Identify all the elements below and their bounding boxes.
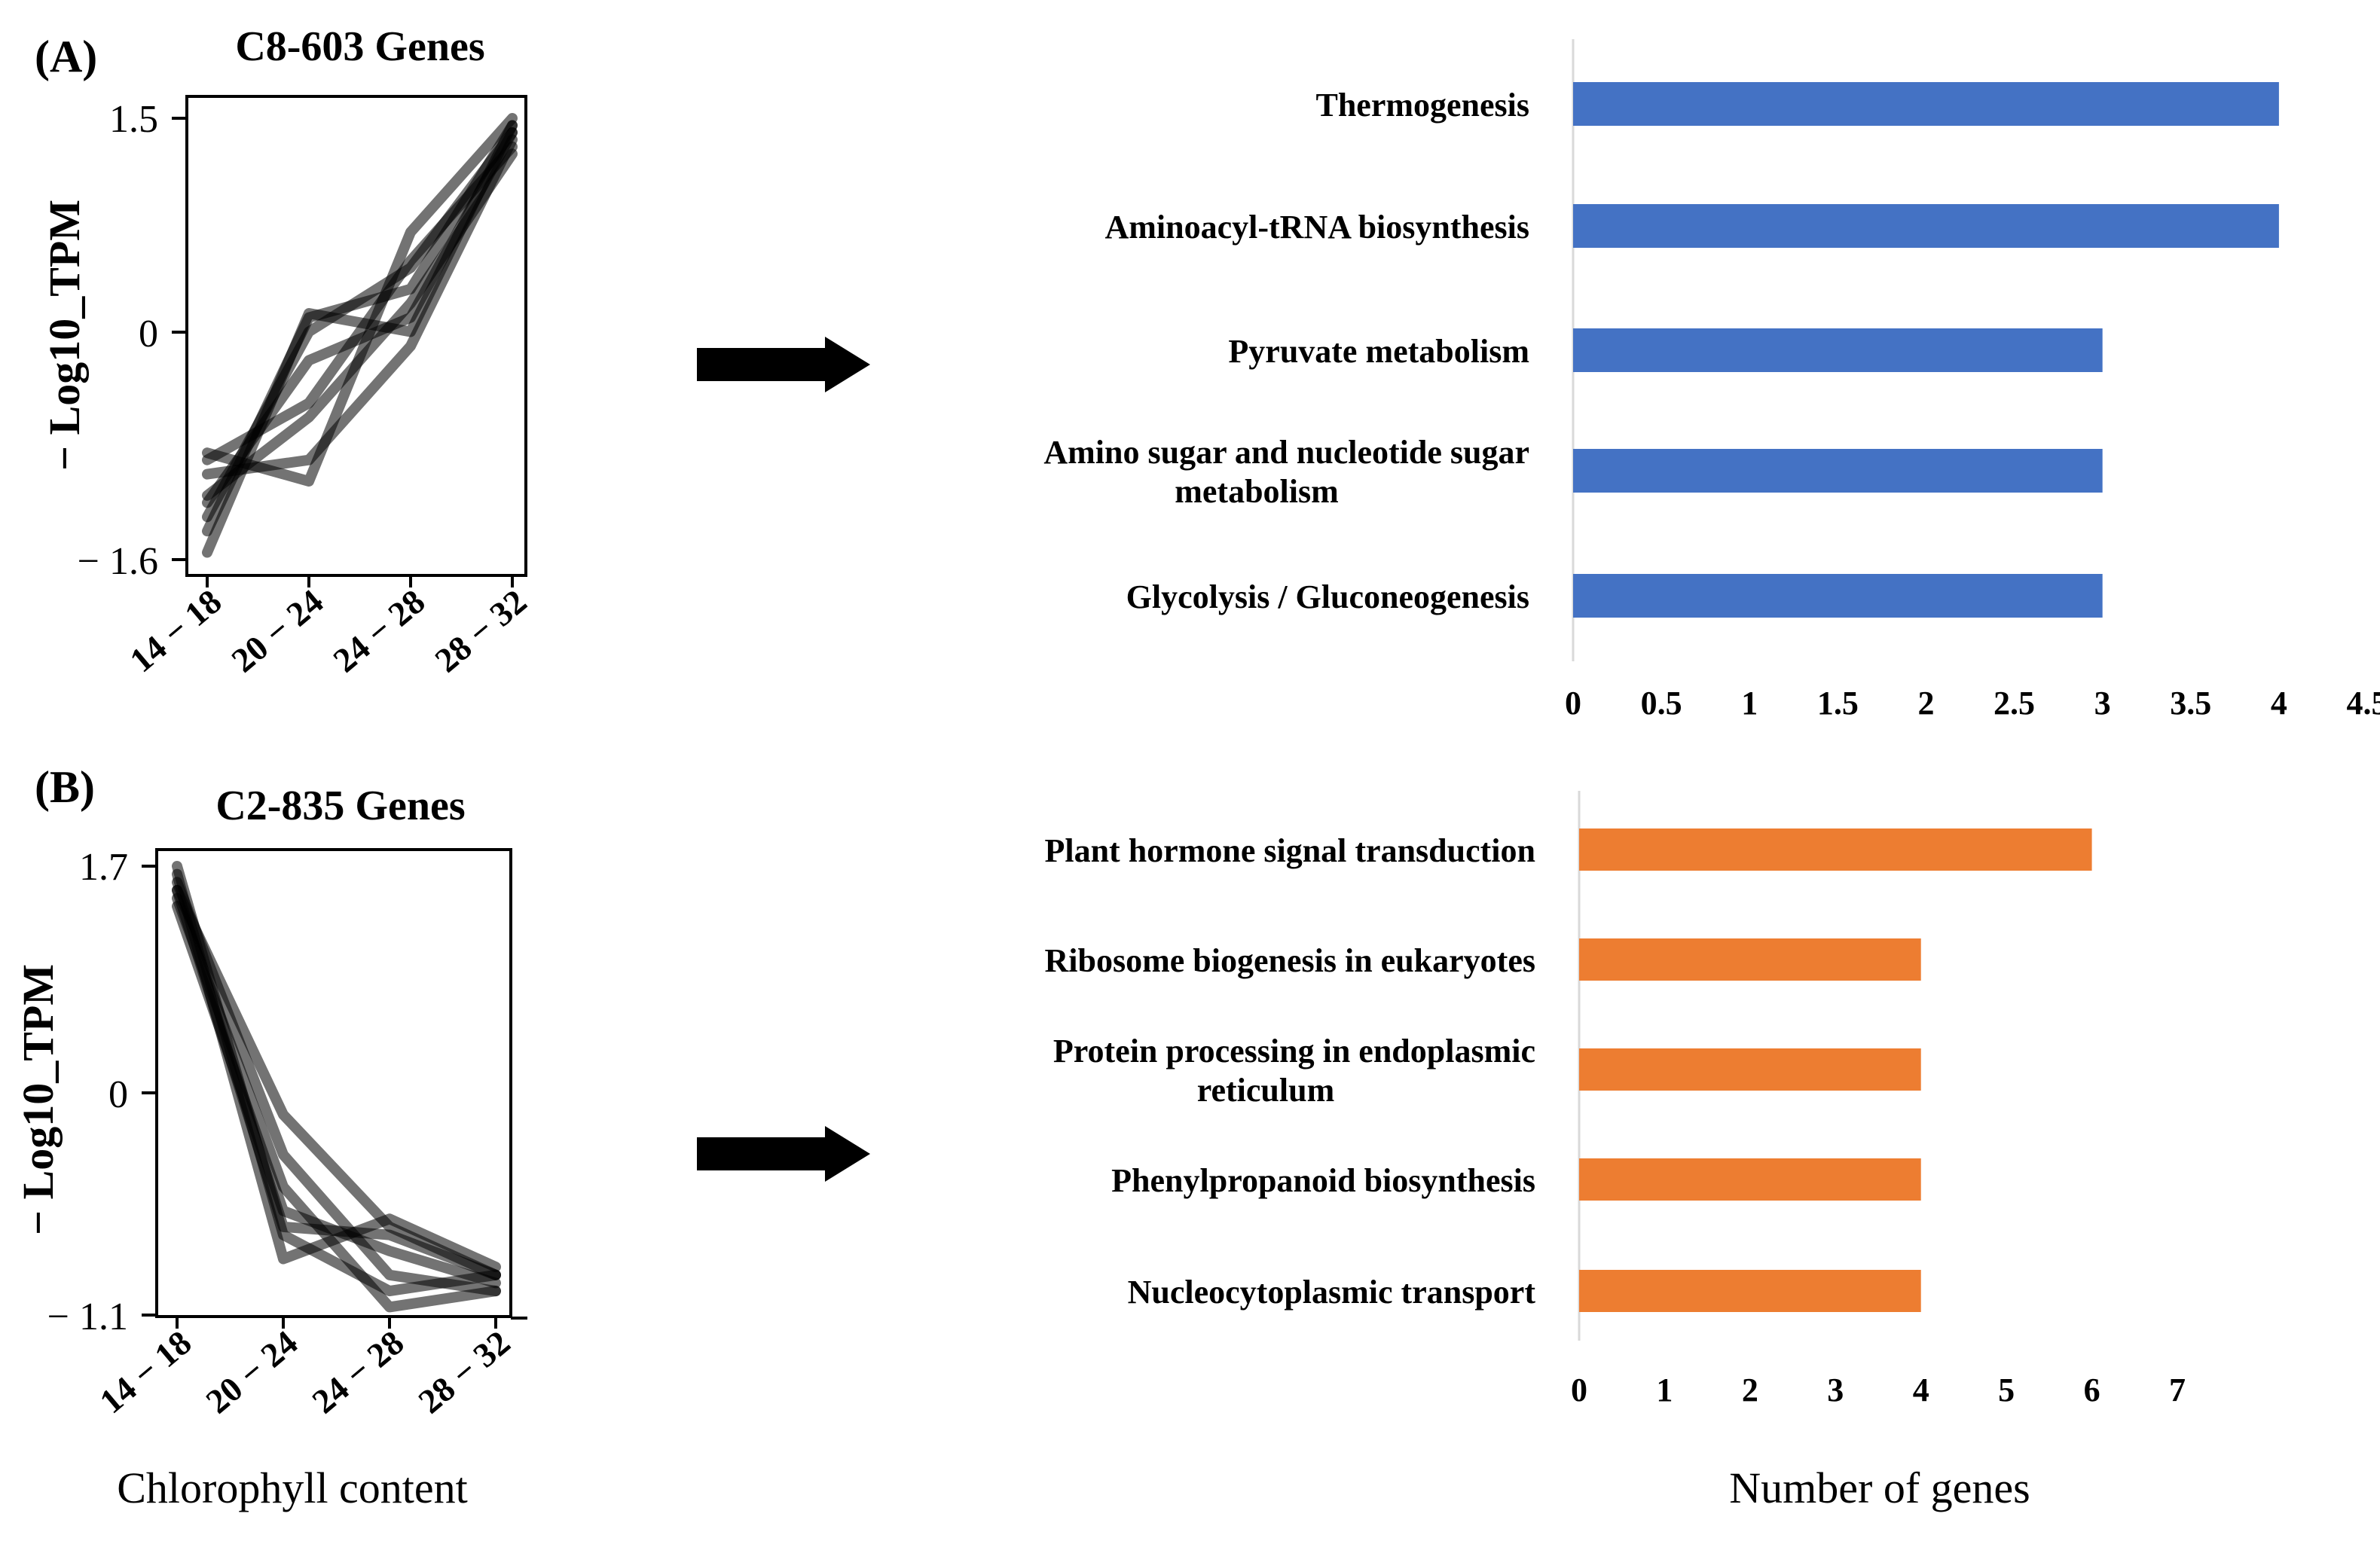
- panel-a-series-line-8: [202, 127, 518, 523]
- panel-a-bar-5: [1573, 574, 2103, 618]
- panel-b-series-line-7: [172, 884, 501, 1280]
- panel-a-bar-3: [1573, 328, 2103, 372]
- panel-b-xtick-label-4: 3: [1827, 1372, 1844, 1408]
- panel-b-label: (B): [35, 762, 95, 812]
- panel-a-xtick-label-4: 1.5: [1817, 685, 1859, 722]
- panel-a-xtick-label-2: 20 − 24: [224, 582, 330, 680]
- panel-b-bar-2: [1579, 938, 1921, 981]
- panel-a-category-label-4-line-2: metabolism: [1175, 473, 1339, 510]
- panel-b-xtick-label-5: 4: [1913, 1372, 1929, 1408]
- right-xlabel: Number of genes: [1729, 1463, 2030, 1512]
- panel-b-xtick-label-8: 7: [2169, 1372, 2186, 1408]
- panel-b-series-line-6: [172, 877, 501, 1297]
- panel-b-category-label-3-line-2: reticulum: [1197, 1072, 1335, 1109]
- panel-a-ytick-1: 1.5: [109, 98, 158, 141]
- right-arrow-icon: [697, 337, 870, 392]
- panel-a-xtick-label-8: 3.5: [2170, 685, 2211, 722]
- panel-a-xtick-label-3: 1: [1741, 685, 1758, 722]
- panel-b-ylabel: − Log10_TPM: [14, 964, 63, 1235]
- panel-a-category-label-1: Thermogenesis: [1315, 87, 1529, 124]
- panel-a-bar-1: [1573, 82, 2279, 126]
- panel-a-xtick-label-6: 2.5: [1994, 685, 2035, 722]
- panel-b-ytick-3: − 1.1: [47, 1295, 128, 1338]
- panel-a-xtick-label-1: 0: [1565, 685, 1581, 722]
- panel-a-category-label-2: Aminoacyl-tRNA biosynthesis: [1105, 209, 1530, 246]
- panel-a-ytick-3: − 1.6: [78, 540, 158, 583]
- panel-b-bar-1: [1579, 828, 2092, 871]
- panel-a-arrow: [697, 337, 870, 392]
- panel-a-category-label-3: Pyruvate metabolism: [1228, 333, 1529, 370]
- panel-b-xtick-label-6: 5: [1998, 1372, 2015, 1408]
- panel-b-xtick-label-2: 20 − 24: [198, 1323, 304, 1421]
- panel-a-xtick-label-10: 4.5: [2347, 685, 2380, 722]
- panel-b-category-label-1: Plant hormone signal transduction: [1044, 832, 1535, 869]
- panel-a-xtick-label-1: 14 − 18: [122, 582, 228, 680]
- panel-a-xtick-label-4: 28 − 32: [427, 582, 533, 680]
- right-arrow-icon: [697, 1126, 870, 1182]
- panel-a-xtick-label-2: 0.5: [1641, 685, 1682, 722]
- panel-a-plot-frame: [185, 95, 527, 577]
- panel-b-category-label-4: Phenylpropanoid biosynthesis: [1111, 1162, 1535, 1199]
- panel-b-xtick-label-2: 1: [1656, 1372, 1673, 1408]
- panel-a-xtick-label-5: 2: [1917, 685, 1934, 722]
- panel-b-arrow: [697, 1126, 870, 1182]
- panel-b-ytick-2: 0: [108, 1073, 128, 1116]
- panel-b-bar-3: [1579, 1048, 1921, 1091]
- panel-b-xtick-label-3: 2: [1742, 1372, 1758, 1408]
- panel-b-bar-chart: Plant hormone signal transduction Ribosom…: [1044, 791, 2186, 1408]
- panel-a-xtick-label-3: 24 − 28: [325, 582, 432, 680]
- panel-a-category-label-5: Glycolysis / Gluconeogenesis: [1126, 578, 1529, 615]
- panel-b-xtick-label-4: 28 − 32: [411, 1323, 517, 1421]
- panel-a-category-label-4-line-1: Amino sugar and nucleotide sugar: [1043, 434, 1529, 471]
- panel-a-bar-4: [1573, 449, 2103, 493]
- panel-a-ylabel: − Log10_TPM: [40, 200, 89, 471]
- panel-a-ytick-2: 0: [139, 313, 158, 355]
- panel-b-xtick-label-1: 0: [1571, 1372, 1587, 1408]
- panel-b-bar-5: [1579, 1270, 1921, 1312]
- panel-b-line-plot: 1.7 0 − 1.1 − Log10_TPM 14 − 18 20 − 24 24…: [14, 846, 527, 1420]
- panel-b-category-label-5: Nucleocytoplasmic transport: [1128, 1274, 1536, 1311]
- panel-b-xtick-label-7: 6: [2084, 1372, 2100, 1408]
- panel-a-label: (A): [35, 32, 97, 81]
- left-xlabel: Chlorophyll content: [117, 1463, 468, 1512]
- panel-b-xtick-label-3: 24 − 28: [304, 1323, 411, 1421]
- panel-a-bar-chart: Thermogenesis Aminoacyl-tRNA biosynthesis…: [1043, 39, 2380, 722]
- panel-a-xtick-label-7: 3: [2094, 685, 2111, 722]
- panel-a-cluster-title: C8-603 Genes: [235, 23, 484, 70]
- panel-b-cluster-title: C2-835 Genes: [215, 783, 465, 829]
- panel-a-xtick-label-9: 4: [2271, 685, 2287, 722]
- panel-a-bar-2: [1573, 204, 2279, 248]
- panel-a-series-line-7: [202, 148, 518, 501]
- panel-b-bar-4: [1579, 1158, 1921, 1201]
- panel-b-category-label-3-line-1: Protein processing in endoplasmic: [1053, 1033, 1535, 1070]
- panel-b-ytick-1: 1.7: [79, 846, 128, 889]
- panel-b-plot-frame: [155, 848, 512, 1318]
- panel-b-category-label-2: Ribosome biogenesis in eukaryotes: [1045, 942, 1535, 979]
